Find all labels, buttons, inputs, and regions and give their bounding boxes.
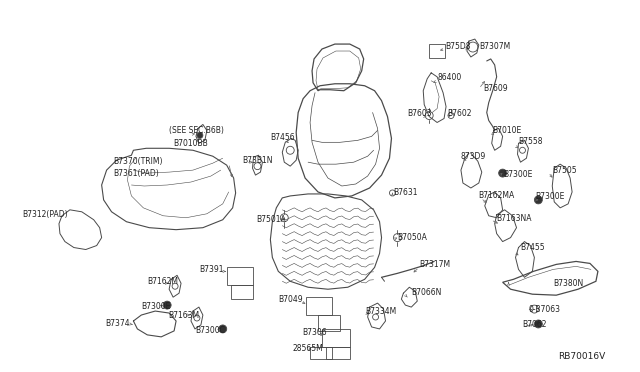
Text: B7501A: B7501A [257, 215, 286, 224]
Circle shape [534, 320, 542, 328]
Text: B7312(PAD): B7312(PAD) [22, 210, 68, 219]
Bar [322, 329, 350, 347]
Bar [429, 44, 445, 58]
Text: B7163NA: B7163NA [497, 214, 532, 223]
Text: B73B1N: B73B1N [243, 156, 273, 165]
Circle shape [534, 196, 542, 204]
Text: 28565M: 28565M [292, 344, 323, 353]
Text: B7558: B7558 [518, 137, 543, 146]
Text: B7300E: B7300E [536, 192, 564, 201]
Text: B7374: B7374 [106, 320, 130, 328]
Text: B7300E: B7300E [141, 302, 171, 311]
Text: B7300E: B7300E [504, 170, 533, 179]
Text: B7306: B7306 [302, 328, 327, 337]
Text: B7050A: B7050A [397, 233, 428, 242]
Text: B7049: B7049 [278, 295, 303, 304]
Text: B7010BB: B7010BB [173, 139, 208, 148]
Text: B7455: B7455 [520, 243, 545, 252]
Bar [227, 267, 253, 285]
Text: 86400: 86400 [437, 73, 461, 82]
Text: B7456: B7456 [270, 133, 295, 142]
Text: B7010E: B7010E [493, 126, 522, 135]
Text: B7162M: B7162M [147, 277, 179, 286]
Bar [326, 347, 350, 359]
Text: B7162MA: B7162MA [478, 192, 514, 201]
Text: B7300C: B7300C [195, 326, 225, 336]
Text: 873D9: 873D9 [461, 152, 486, 161]
Text: RB70016V: RB70016V [558, 352, 605, 361]
Circle shape [163, 301, 171, 309]
Text: (SEE SEC.B6B): (SEE SEC.B6B) [169, 126, 224, 135]
Text: B7334M: B7334M [365, 307, 397, 315]
Bar [306, 297, 332, 315]
Text: B7307M: B7307M [479, 42, 510, 51]
Bar [310, 347, 332, 359]
Text: B7317M: B7317M [419, 260, 451, 269]
Circle shape [219, 325, 227, 333]
Text: B7602: B7602 [447, 109, 472, 118]
Text: B75D8: B75D8 [445, 42, 470, 51]
Text: B7603: B7603 [407, 109, 432, 118]
Text: B7505: B7505 [552, 166, 577, 174]
Text: B7062: B7062 [522, 320, 547, 330]
Text: B7631: B7631 [394, 189, 418, 198]
Text: B7380N: B7380N [553, 279, 584, 288]
Bar [230, 285, 253, 299]
Text: B7066N: B7066N [412, 288, 442, 297]
Text: 0-B7063: 0-B7063 [529, 305, 561, 314]
Circle shape [499, 169, 507, 177]
Text: B7163M: B7163M [168, 311, 199, 320]
Text: B7370(TRIM): B7370(TRIM) [113, 157, 163, 166]
Text: B7609: B7609 [483, 84, 508, 93]
Circle shape [197, 132, 203, 138]
Bar [318, 315, 340, 331]
Text: B7391: B7391 [199, 265, 223, 274]
Text: B7361(PAD): B7361(PAD) [113, 169, 159, 177]
